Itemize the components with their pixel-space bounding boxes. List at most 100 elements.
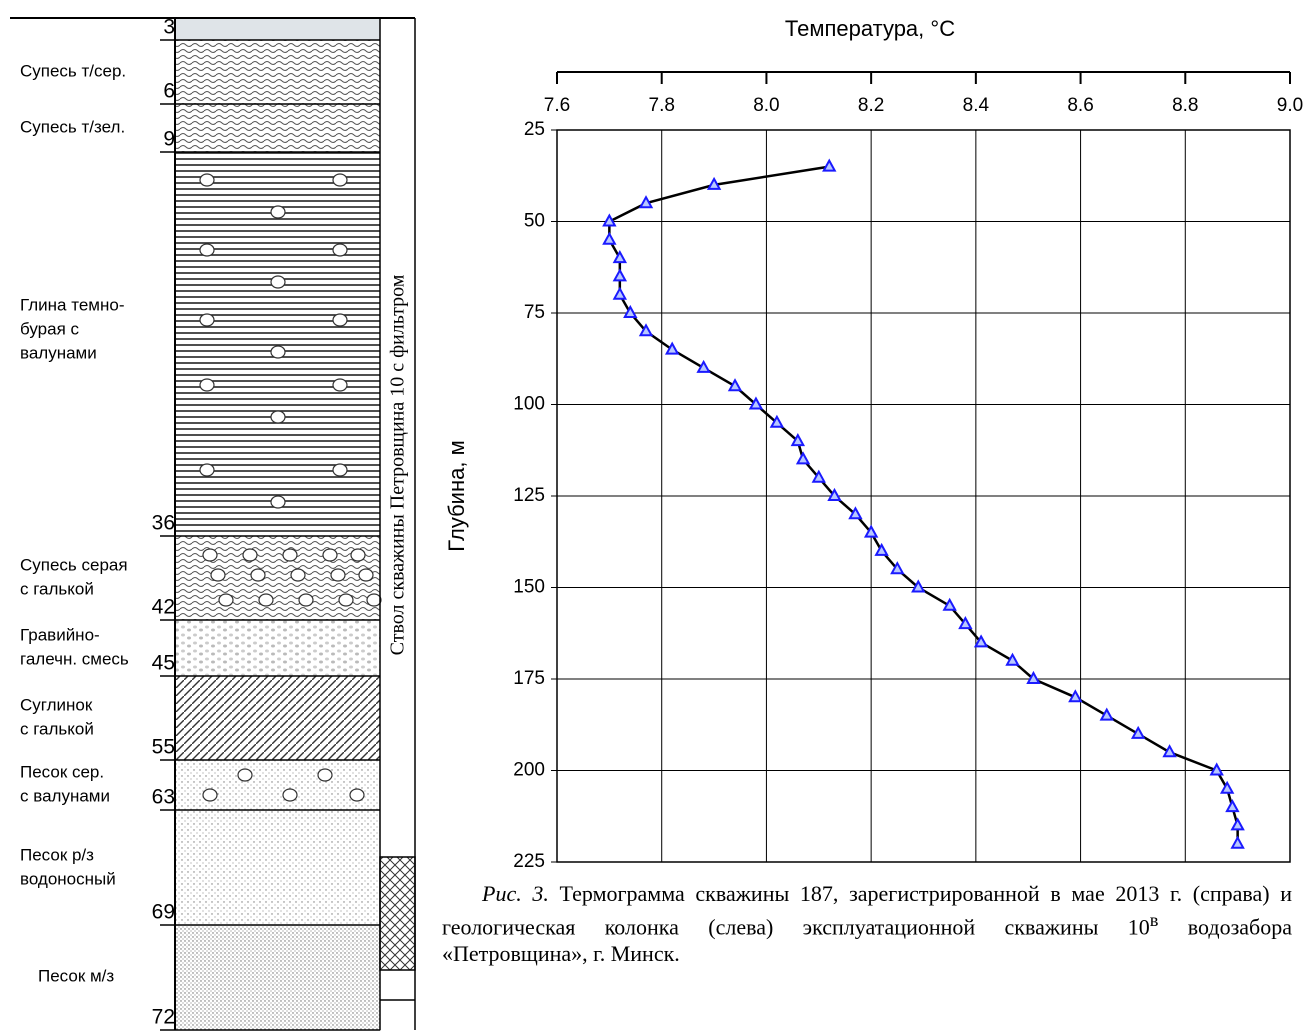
pebble: [270, 205, 286, 219]
marker: [811, 469, 826, 483]
layer-name: галечн. смесь: [20, 649, 129, 668]
pebble: [349, 788, 365, 802]
pebble: [270, 275, 286, 289]
y-tick-label: 175: [513, 668, 545, 689]
marker: [827, 487, 842, 501]
marker: [863, 524, 879, 538]
depth-label: 6: [163, 80, 175, 103]
depth-label: 9: [163, 128, 175, 151]
pebble: [282, 548, 298, 562]
y-tick-label: 100: [513, 394, 545, 415]
marker: [1130, 725, 1146, 739]
layer-pattern: [174, 535, 381, 621]
depth-label: 72: [152, 1006, 175, 1029]
y-tick-label: 225: [513, 851, 545, 872]
pebble: [332, 173, 348, 187]
marker: [664, 341, 680, 355]
pebble: [350, 548, 366, 562]
layer-name: с галькой: [20, 579, 94, 598]
marker: [1219, 780, 1235, 794]
layer-pattern: [174, 103, 381, 153]
plot-frame: [556, 129, 1291, 863]
pebble: [199, 378, 215, 392]
marker: [623, 304, 638, 318]
pebble: [199, 243, 215, 257]
pebble: [290, 568, 306, 582]
y-tick-label: 125: [513, 485, 545, 506]
marker: [612, 250, 628, 264]
pebble: [332, 243, 348, 257]
x-tick-label: 7.6: [544, 95, 570, 116]
marker: [973, 634, 989, 648]
axis-label: Глубина, м: [444, 440, 469, 551]
marker: [1230, 835, 1245, 849]
marker: [890, 561, 905, 575]
layer-name: бурая с: [20, 319, 80, 338]
y-tick-label: 75: [524, 302, 545, 323]
layer-name: Песок р/з: [20, 845, 94, 864]
layer-name: Супесь т/зел.: [20, 117, 125, 136]
pebble: [258, 593, 274, 607]
pebble: [270, 410, 286, 424]
marker: [602, 213, 617, 227]
pebble: [282, 788, 298, 802]
y-tick-label: 50: [524, 211, 545, 232]
pebble: [218, 593, 234, 607]
pebble: [330, 568, 346, 582]
x-tick-label: 8.2: [858, 95, 884, 116]
marker: [942, 597, 957, 611]
x-tick-label: 8.0: [753, 95, 779, 116]
x-tick-label: 8.4: [963, 95, 990, 116]
y-tick-label: 200: [513, 760, 545, 781]
pebble: [202, 788, 218, 802]
layer-pattern: [174, 39, 381, 105]
layer-name: валунами: [20, 343, 97, 362]
pebble: [270, 345, 286, 359]
pebble: [237, 768, 253, 782]
pebble: [210, 568, 226, 582]
marker: [638, 323, 654, 337]
axis-title: Температура, °C: [785, 16, 955, 41]
marker: [612, 286, 628, 300]
pebble: [338, 593, 354, 607]
line: [608, 165, 1239, 844]
marker: [1068, 689, 1083, 703]
layer-pattern: [174, 809, 381, 926]
x-tick-label: 8.6: [1067, 95, 1093, 116]
layer-name: Супесь серая: [20, 555, 128, 574]
pebble: [199, 173, 215, 187]
x-tick-label: 8.8: [1172, 95, 1198, 116]
layer-name: водоносный: [20, 869, 116, 888]
caption-label: Рис. 3.: [482, 881, 549, 906]
layer-name: с галькой: [20, 719, 94, 738]
caption-text: Термограмма скважины 187, зарегистрирова…: [442, 881, 1293, 940]
layer-name: Глина темно-: [20, 295, 124, 314]
borehole-label: Ствол скважины Петровщина 10 с фильтром: [387, 274, 409, 655]
pebble: [199, 313, 215, 327]
marker: [1209, 762, 1224, 776]
y-tick-label: 150: [513, 577, 545, 598]
layer-name: Песок м/з: [38, 966, 114, 985]
soil-layer: [175, 18, 380, 40]
layer-name: Гравийно-: [20, 625, 100, 644]
depth-label: 42: [152, 596, 175, 619]
marker: [1005, 652, 1020, 666]
marker: [958, 616, 973, 630]
pebble: [242, 548, 258, 562]
layer-name: Суглинок: [20, 695, 93, 714]
marker: [1225, 799, 1240, 813]
pebble: [250, 568, 266, 582]
layer-pattern: [174, 759, 381, 811]
depth-label: 3: [163, 16, 175, 39]
layer-name: с валунами: [20, 786, 110, 805]
pebble: [332, 378, 348, 392]
depth-label: 55: [152, 736, 175, 759]
marker: [911, 579, 926, 593]
layer-name: Супесь т/сер.: [20, 61, 126, 80]
layer-pattern: [174, 619, 381, 677]
layer-name: Песок сер.: [20, 762, 104, 781]
y-tick-label: 25: [524, 119, 545, 140]
marker: [795, 451, 811, 465]
